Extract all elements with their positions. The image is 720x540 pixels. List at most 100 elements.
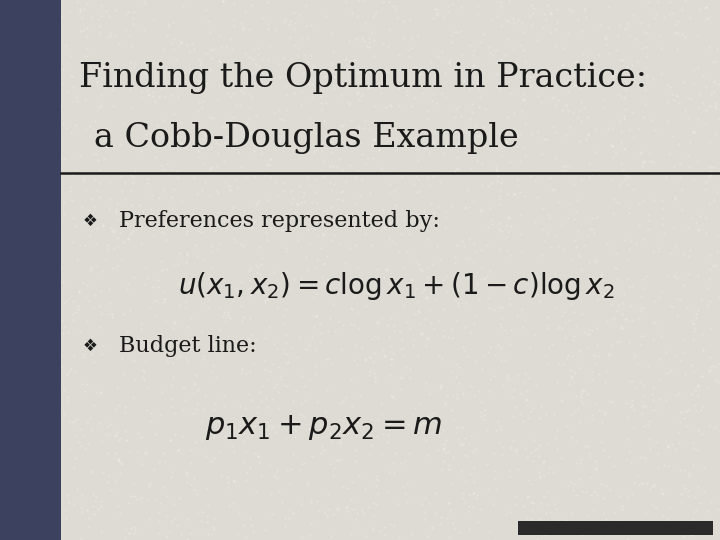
Point <box>132 76 144 84</box>
Point <box>168 185 180 194</box>
Point <box>513 181 524 190</box>
Point <box>180 269 192 278</box>
Point <box>238 242 249 251</box>
Point <box>250 487 261 496</box>
Point <box>166 395 177 403</box>
Point <box>520 120 531 129</box>
Point <box>138 26 150 35</box>
Point <box>618 290 630 299</box>
Point <box>714 171 720 180</box>
Point <box>206 164 217 172</box>
Point <box>450 359 462 368</box>
Point <box>688 515 699 523</box>
Point <box>456 237 468 246</box>
Point <box>145 135 156 144</box>
Point <box>466 108 477 117</box>
Point <box>475 141 487 150</box>
Point <box>207 522 218 531</box>
Point <box>68 464 80 472</box>
Point <box>463 234 474 243</box>
Point <box>372 334 383 343</box>
Point <box>436 89 448 97</box>
Point <box>277 345 289 353</box>
Point <box>141 85 153 94</box>
Point <box>262 56 274 65</box>
Point <box>362 83 374 92</box>
Point <box>474 38 486 46</box>
Point <box>359 354 371 363</box>
Point <box>368 36 379 44</box>
Point <box>478 274 490 282</box>
Point <box>600 408 611 416</box>
Point <box>230 284 241 293</box>
Point <box>73 7 85 16</box>
Point <box>84 265 95 274</box>
Point <box>107 264 119 273</box>
Point <box>253 288 264 297</box>
Point <box>647 334 658 343</box>
Point <box>591 81 603 90</box>
Point <box>19 269 30 278</box>
Point <box>473 387 485 395</box>
Point <box>554 78 565 86</box>
Point <box>51 102 63 111</box>
Point <box>401 498 413 507</box>
Point <box>222 308 233 317</box>
Point <box>3 179 14 188</box>
Point <box>323 505 334 514</box>
Point <box>303 79 315 88</box>
Point <box>341 0 352 6</box>
Point <box>44 160 55 169</box>
Point <box>682 223 693 232</box>
Point <box>11 369 22 377</box>
Point <box>495 226 507 235</box>
Point <box>348 135 360 144</box>
Point <box>0 173 9 182</box>
Point <box>631 57 642 66</box>
Point <box>274 362 285 371</box>
Point <box>287 450 299 458</box>
Point <box>32 302 43 310</box>
Point <box>300 395 311 404</box>
Point <box>397 301 409 309</box>
Point <box>675 408 687 416</box>
Point <box>146 210 158 218</box>
Point <box>495 323 506 332</box>
Point <box>641 51 652 60</box>
Point <box>330 503 342 512</box>
Point <box>672 29 683 37</box>
Point <box>431 11 443 19</box>
Point <box>172 222 184 231</box>
Point <box>145 409 156 417</box>
Point <box>551 17 562 26</box>
Point <box>492 341 504 349</box>
Point <box>631 240 642 248</box>
Point <box>247 69 258 78</box>
Point <box>189 379 200 388</box>
Point <box>557 162 568 171</box>
Point <box>521 396 532 404</box>
Point <box>644 157 656 166</box>
Point <box>112 427 123 436</box>
Point <box>319 408 330 416</box>
Point <box>310 369 321 378</box>
Point <box>222 483 233 491</box>
Point <box>197 213 209 222</box>
Point <box>320 72 331 80</box>
Point <box>22 72 34 81</box>
Point <box>251 111 262 119</box>
Point <box>135 325 146 333</box>
Point <box>665 503 676 512</box>
Point <box>353 263 364 272</box>
Point <box>432 277 444 286</box>
Point <box>494 245 505 254</box>
Point <box>112 455 124 463</box>
Point <box>614 117 626 126</box>
Point <box>305 499 317 508</box>
Point <box>567 71 578 79</box>
Point <box>297 460 308 469</box>
Point <box>464 114 475 123</box>
Point <box>154 411 166 420</box>
Point <box>180 396 192 404</box>
Point <box>413 307 425 316</box>
